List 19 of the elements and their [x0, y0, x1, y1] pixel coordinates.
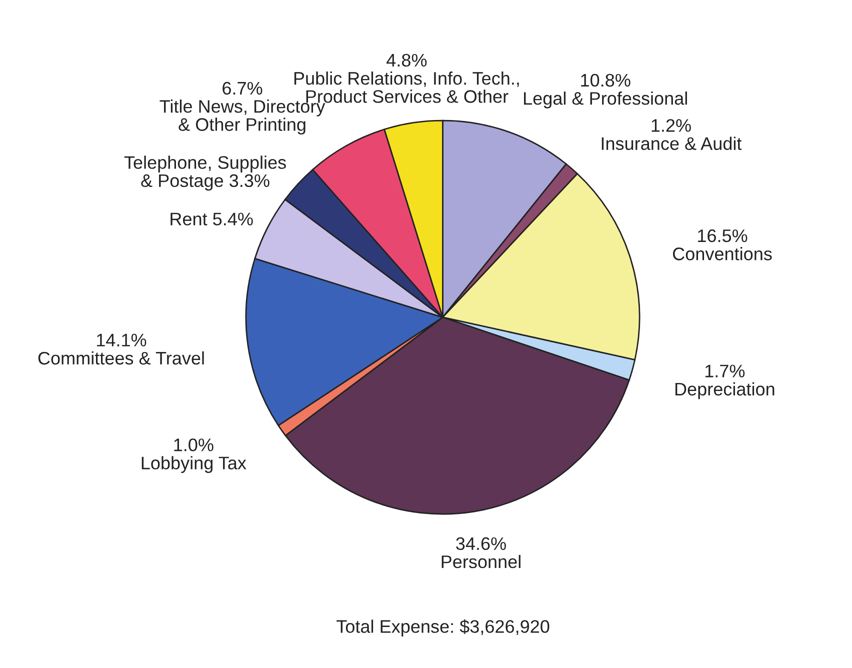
data-label: 1.2%	[652, 119, 691, 132]
slice-label: Personnel	[442, 554, 520, 568]
data-label: 14.1%	[97, 334, 146, 346]
data-label: 1.0%	[174, 438, 214, 452]
text: Total Expense: $3,626,920	[336, 619, 550, 636]
data-label: 6.7%	[222, 82, 262, 95]
slice-label: Committees & Travel	[38, 351, 204, 365]
slice-label: Insurance & Audit	[602, 136, 742, 150]
slice-label: Telephone, Supplies & Postage 3.3%	[124, 156, 286, 191]
data-label: 4.8%	[386, 54, 427, 67]
slice-label: Depreciation	[675, 382, 774, 400]
data-label: 10.8%	[581, 74, 630, 87]
data-label: 1.7%	[705, 364, 745, 378]
slice-label: Rent 5.4%	[170, 212, 253, 226]
data-label: 34.6%	[456, 537, 506, 550]
slice-label: Lobbying Tax	[142, 456, 246, 473]
slice-label: Conventions	[672, 247, 772, 260]
slice-label: Legal & Professional	[524, 92, 687, 108]
data-label: 16.5%	[698, 229, 748, 242]
